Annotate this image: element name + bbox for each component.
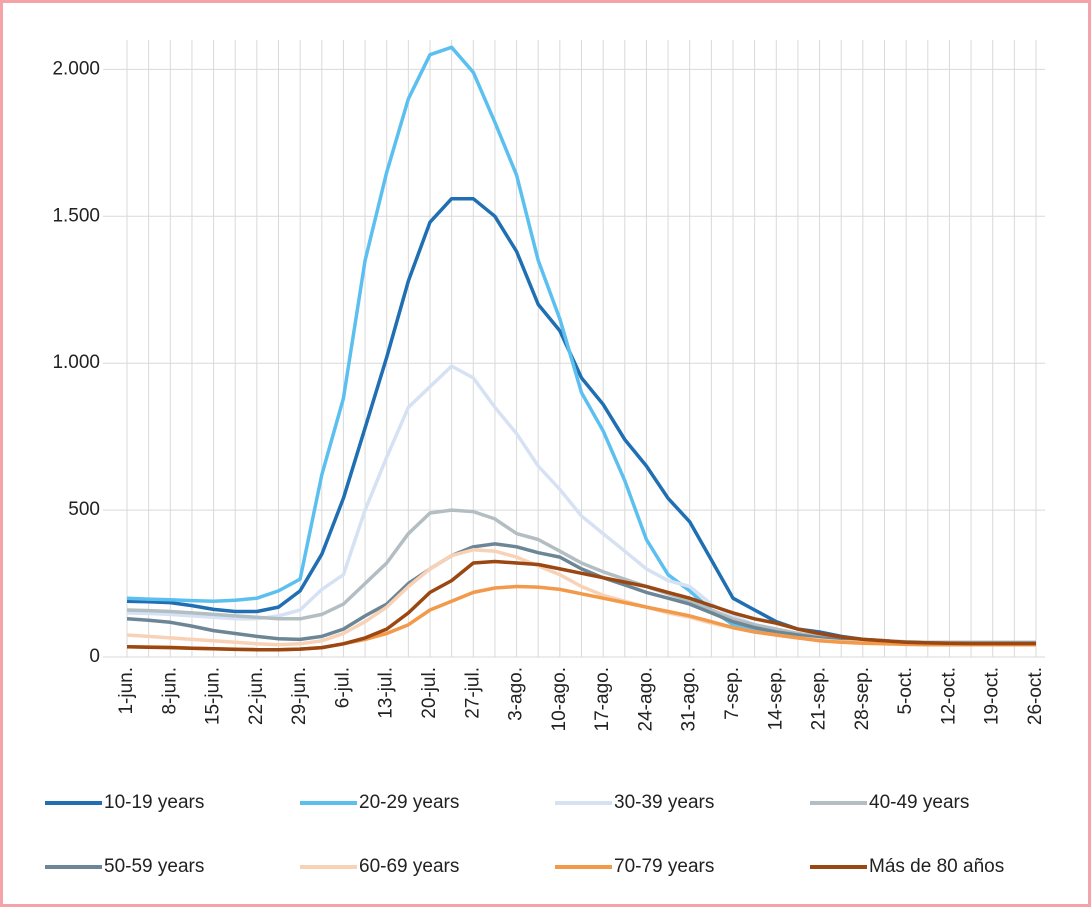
x-tick-label: 20-jul. (419, 667, 440, 719)
series-line (126, 559, 1036, 652)
legend-label: 40-49 years (869, 792, 969, 813)
x-tick-label: 13-jul. (376, 667, 397, 719)
legend-label: 60-69 years (359, 856, 459, 877)
x-tick-label: 17-ago. (592, 667, 613, 731)
x-tick-label: 29-jun. (289, 667, 310, 725)
y-tick-label: 1.000 (52, 352, 100, 373)
x-tick-label: 28-sep. (852, 667, 873, 730)
x-tick-label: 1-jun. (116, 667, 137, 715)
x-tick-label: 14-sep. (765, 667, 786, 730)
x-tick-label: 8-jun. (159, 667, 180, 715)
x-tick-label: 5-oct. (895, 667, 916, 715)
legend-label: Más de 80 años (869, 856, 1004, 877)
legend-label: 10-19 years (104, 792, 204, 813)
x-tick-label: 19-oct. (982, 667, 1003, 725)
y-tick-label: 500 (68, 499, 100, 520)
x-tick-label: 26-oct. (1025, 667, 1046, 725)
x-tick-label: 3-ago. (506, 667, 527, 721)
y-tick-label: 0 (89, 646, 100, 667)
legend-label: 30-39 years (614, 792, 714, 813)
x-tick-label: 24-ago. (635, 667, 656, 731)
y-tick-label: 2.000 (52, 58, 100, 79)
x-tick-label: 27-jul. (462, 667, 483, 719)
x-tick-label: 10-ago. (549, 667, 570, 731)
y-tick-label: 1.500 (52, 205, 100, 226)
x-tick-label: 15-jun. (203, 667, 224, 725)
legend-label: 50-59 years (104, 856, 204, 877)
x-tick-label: 22-jun. (246, 667, 267, 725)
legend-label: 70-79 years (614, 856, 714, 877)
legend-label: 20-29 years (359, 792, 459, 813)
x-tick-label: 12-oct. (938, 667, 959, 725)
x-tick-label: 6-jul. (332, 667, 353, 708)
x-tick-label: 7-sep. (722, 667, 743, 720)
x-tick-label: 31-ago. (679, 667, 700, 731)
x-tick-label: 21-sep. (809, 667, 830, 730)
